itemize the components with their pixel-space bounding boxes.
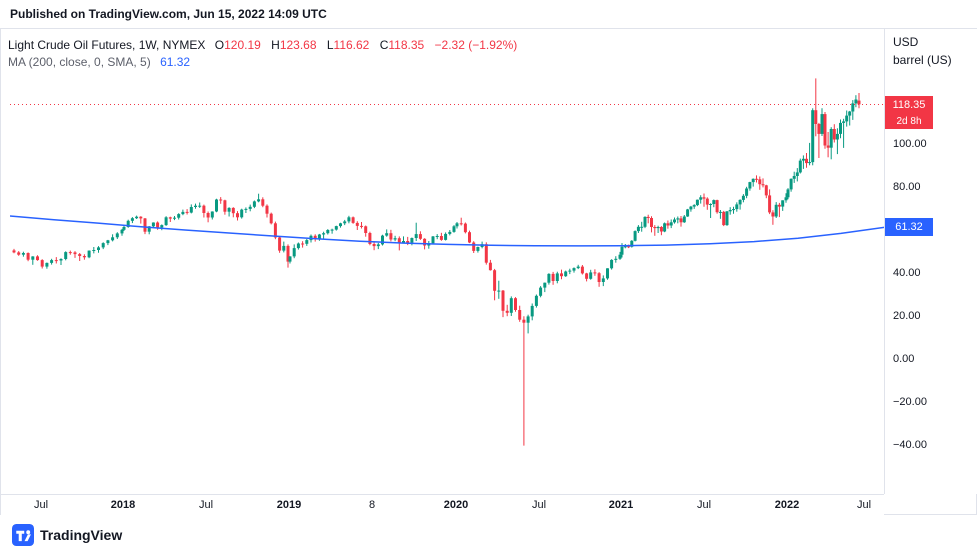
ohlc-low: L116.62 [326,38,370,52]
bar-countdown-badge: 2d 8h [885,113,933,129]
legend-ma-row: MA (200, close, 0, SMA, 5) 61.32 [8,54,517,71]
ma-indicator-value: 61.32 [160,55,191,69]
x-axis-month-tick: Jul [198,499,214,511]
header-bar: Published on TradingView.com, Jun 15, 20… [0,0,979,28]
x-axis-month-tick: Jul [531,499,547,511]
axis-unit-measure: barrel (US) [893,53,952,67]
x-axis-year-tick: 2019 [276,499,302,511]
chart-legend: Light Crude Oil Futures, 1W, NYMEX O120.… [8,37,517,71]
candlestick-chart[interactable] [10,30,885,494]
symbol-title: Light Crude Oil Futures, 1W, NYMEX [8,38,206,52]
x-axis-month-tick: Jul [33,499,49,511]
change-value: −2.32 (−1.92%) [434,38,518,52]
footer-bar: TradingView [0,515,979,555]
ma-price-badge: 61.32 [885,218,933,237]
y-axis-tick: 80.00 [893,181,921,193]
y-axis-tick: 100.00 [893,138,927,150]
legend-symbol-row: Light Crude Oil Futures, 1W, NYMEX O120.… [8,37,517,54]
x-axis-year-tick: 2021 [608,499,634,511]
y-axis-tick: 20.00 [893,310,921,322]
time-axis[interactable]: Jul 2018 Jul 2019 8 2020 Jul 2021 Jul 2022 Jul [1,494,884,516]
x-axis-month-tick: Jul [856,499,872,511]
y-axis-tick: −40.00 [893,439,927,451]
chart-widget: Light Crude Oil Futures, 1W, NYMEX O120.… [0,28,978,516]
y-axis-tick: 0.00 [893,353,915,365]
x-axis-year-tick: 2020 [443,499,469,511]
tradingview-brand[interactable]: TradingView [40,527,123,543]
last-price-badge: 118.35 [885,95,933,114]
axis-unit-currency: USD [893,35,919,49]
x-axis-year-tick: 2018 [110,499,136,511]
price-axis[interactable]: USD barrel (US) 118.35 2d 8h 61.32 100.0… [884,29,978,494]
x-axis-month-tick: Jul [696,499,712,511]
ohlc-close: C118.35 [379,38,425,52]
ma-indicator-label: MA (200, close, 0, SMA, 5) [8,55,151,69]
ohlc-open: O120.19 [214,38,261,52]
x-axis-year-tick: 2022 [774,499,800,511]
tradingview-logo-icon [12,524,34,551]
published-caption: Published on TradingView.com, Jun 15, 20… [10,7,327,21]
y-axis-tick: −20.00 [893,396,927,408]
x-axis-month-tick: 8 [368,499,376,511]
chart-pane[interactable] [10,30,885,494]
y-axis-tick: 40.00 [893,267,921,279]
ohlc-high: H123.68 [271,38,317,52]
